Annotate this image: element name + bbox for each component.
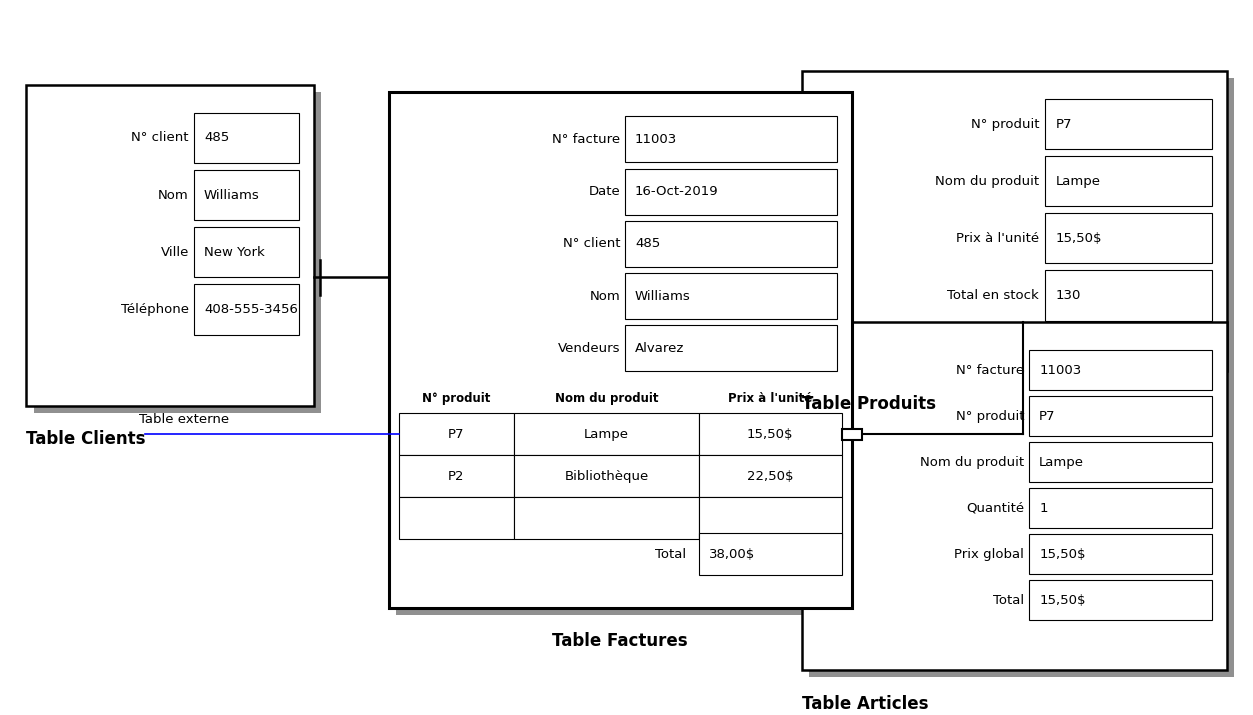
Text: Nom du produit: Nom du produit — [920, 455, 1024, 468]
Text: 11003: 11003 — [635, 133, 677, 146]
Text: 408-555-3456: 408-555-3456 — [204, 303, 298, 316]
Bar — [398, 455, 514, 497]
Text: N° produit: N° produit — [422, 392, 491, 405]
Bar — [1029, 350, 1212, 390]
Bar — [1029, 442, 1212, 483]
Text: Total en stock: Total en stock — [947, 289, 1039, 302]
Text: P7: P7 — [1055, 117, 1071, 131]
Text: 15,50$: 15,50$ — [1039, 548, 1085, 561]
Bar — [699, 413, 842, 455]
Text: 1: 1 — [1039, 502, 1048, 515]
Text: New York: New York — [204, 246, 264, 259]
Bar — [802, 322, 1227, 671]
Bar — [625, 325, 837, 372]
Text: Alvarez: Alvarez — [635, 342, 684, 355]
Text: Table Produits: Table Produits — [802, 395, 936, 413]
Text: Nom du produit: Nom du produit — [555, 392, 658, 405]
Bar — [1045, 99, 1212, 149]
Text: N° facture: N° facture — [553, 133, 620, 146]
Bar — [194, 227, 299, 277]
Bar — [802, 71, 1227, 371]
Text: Lampe: Lampe — [584, 428, 629, 440]
Text: 485: 485 — [635, 237, 660, 250]
Text: Table Clients: Table Clients — [26, 430, 145, 448]
Text: N° produit: N° produit — [971, 117, 1039, 131]
Bar — [809, 329, 1234, 677]
Text: 130: 130 — [1055, 289, 1080, 302]
Text: P2: P2 — [449, 470, 465, 483]
Text: 16-Oct-2019: 16-Oct-2019 — [635, 185, 718, 198]
Bar — [699, 497, 842, 539]
Text: P7: P7 — [449, 428, 465, 440]
Text: Lampe: Lampe — [1055, 174, 1100, 188]
Bar — [1029, 534, 1212, 574]
Bar — [699, 455, 842, 497]
Text: N° client: N° client — [563, 237, 620, 250]
Bar — [194, 285, 299, 335]
Text: P7: P7 — [1039, 410, 1055, 423]
Bar — [625, 273, 837, 319]
Bar — [1045, 213, 1212, 263]
Bar — [1045, 156, 1212, 207]
Text: 11003: 11003 — [1039, 364, 1081, 377]
Bar — [398, 413, 514, 455]
Text: 15,50$: 15,50$ — [1039, 593, 1085, 606]
Text: 15,50$: 15,50$ — [1055, 232, 1101, 245]
Bar — [842, 428, 862, 440]
Bar — [514, 455, 699, 497]
Text: Table Factures: Table Factures — [553, 632, 688, 650]
Text: Vendeurs: Vendeurs — [558, 342, 620, 355]
Text: Ville: Ville — [160, 246, 189, 259]
Bar — [514, 497, 699, 539]
Bar — [809, 78, 1234, 378]
Text: 22,50$: 22,50$ — [747, 470, 793, 483]
Bar — [1045, 270, 1212, 320]
Text: N° produit: N° produit — [956, 410, 1024, 423]
Bar — [194, 113, 299, 163]
Text: Prix global: Prix global — [955, 548, 1024, 561]
Text: 38,00$: 38,00$ — [709, 548, 756, 561]
Text: Prix à l'unité: Prix à l'unité — [728, 392, 812, 405]
Text: N° facture: N° facture — [956, 364, 1024, 377]
Bar — [396, 99, 860, 615]
Text: N° client: N° client — [132, 132, 189, 144]
Bar — [194, 170, 299, 220]
Text: Nom: Nom — [589, 290, 620, 302]
Text: Total: Total — [655, 548, 687, 561]
Text: Table externe: Table externe — [139, 413, 229, 426]
Text: Quantité: Quantité — [966, 502, 1024, 515]
Bar — [1029, 488, 1212, 528]
Text: Prix à l'unité: Prix à l'unité — [956, 232, 1039, 245]
Text: Table Articles: Table Articles — [802, 695, 928, 713]
Bar — [398, 497, 514, 539]
Bar — [1029, 580, 1212, 621]
Text: 485: 485 — [204, 132, 229, 144]
Bar — [514, 413, 699, 455]
Bar — [34, 92, 322, 413]
Text: Total: Total — [992, 593, 1024, 606]
Bar — [388, 92, 852, 608]
Text: Nom: Nom — [158, 189, 189, 202]
Text: Williams: Williams — [635, 290, 690, 302]
Text: Date: Date — [589, 185, 620, 198]
Bar — [625, 221, 837, 267]
Bar — [1029, 396, 1212, 436]
Bar — [26, 85, 315, 405]
Text: Nom du produit: Nom du produit — [935, 174, 1039, 188]
Text: Bibliothèque: Bibliothèque — [564, 470, 649, 483]
Text: Lampe: Lampe — [1039, 455, 1084, 468]
Bar — [625, 117, 837, 162]
Bar — [699, 533, 842, 575]
Text: Téléphone: Téléphone — [122, 303, 189, 316]
Text: Williams: Williams — [204, 189, 259, 202]
Bar — [625, 169, 837, 214]
Text: 15,50$: 15,50$ — [747, 428, 793, 440]
